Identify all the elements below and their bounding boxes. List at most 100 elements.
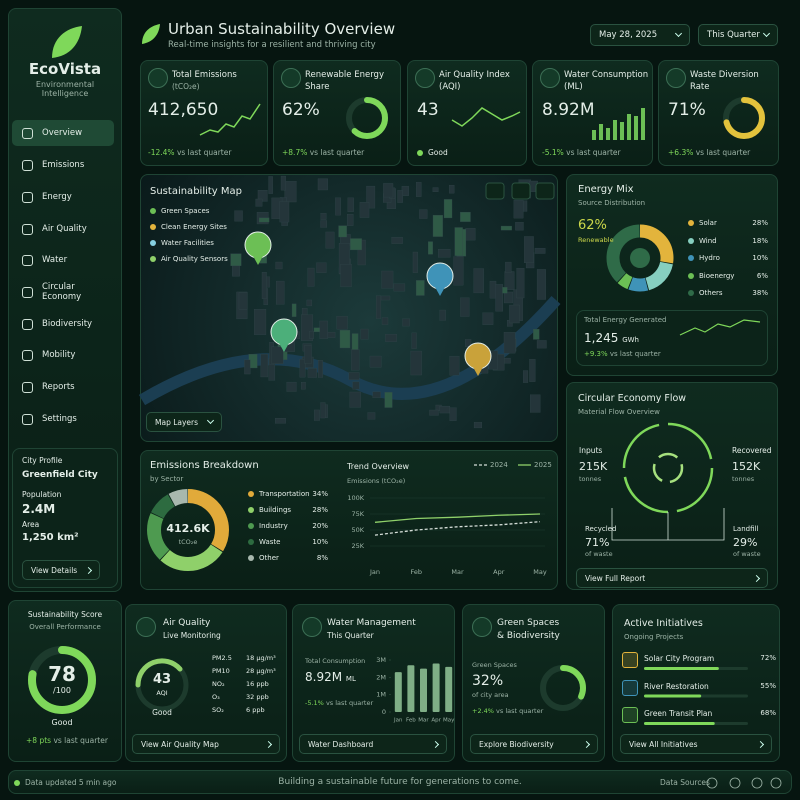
map-layers-button[interactable]: Map Layers [146,412,222,432]
value: 10 [312,538,322,546]
period-select[interactable]: This Quarter [698,24,778,46]
energy-legend-row: Solar 28% [688,219,768,227]
kpi-value: 412,650 [148,100,219,120]
note: vs last quarter [609,350,661,358]
legend-dot [248,555,254,561]
kpi-title: Waste Diversion [690,70,759,80]
emissions-subtitle: by Sector [150,475,184,483]
kpi-title: Total Emissions [172,70,237,80]
initiative-progress: 55% [746,682,776,690]
nav-item[interactable]: Energy [12,184,114,210]
initiatives-title: Active Initiatives [624,618,703,629]
sector-legend-row: Waste 10% [248,538,328,546]
source-name: Hydro [699,254,720,262]
green-change: +2.4% vs last quarter [472,707,543,715]
value: 6 [756,271,762,280]
kpi-value: 71% [668,100,706,120]
unit: % [761,271,768,280]
source-share: 18% [752,237,768,245]
button-label: View Full Report [585,573,646,583]
nav-label: Water [42,255,68,265]
green-label: Green Spaces [472,661,517,669]
recovered-unit: tonnes [732,475,755,483]
value: 28 [312,506,322,514]
date-picker[interactable]: May 28, 2025 [590,24,690,46]
kpi-value: 62% [282,100,320,120]
total-label: Total Energy Generated [584,316,667,324]
pollutant-value: 18 µg/m³ [246,654,276,662]
decor [302,617,322,637]
pollutant-name: SO₂ [212,706,224,714]
decor [666,68,686,88]
recycled: 71% [585,536,610,549]
score-status: Good [51,718,73,727]
legend-dot [688,237,694,244]
score-value: 78 [48,662,76,686]
nav-item[interactable]: Reports [12,374,114,400]
unit: % [321,522,328,530]
view-details-button[interactable]: View Details [22,560,100,580]
note: vs last quarter [325,699,374,707]
value: 34 [312,490,322,498]
nav-item[interactable]: Emissions [12,152,114,178]
nav-item[interactable]: Overview [12,120,114,146]
kpi-title: Water Consumption [564,70,649,80]
decor [22,127,33,139]
decor [150,256,156,262]
update-status: Data updated 5 min ago [14,778,117,787]
sector-legend-row: Other 8% [248,554,328,562]
decor [415,68,435,88]
decor [22,159,33,171]
note: vs last quarter [695,148,751,157]
map-legend-item: Green Spaces [150,207,209,215]
water-dashboard-button[interactable]: Water Dashboard [299,734,447,754]
energy-legend-row: Others 38% [688,289,768,297]
nav-item[interactable]: Water [12,247,114,273]
unit: GWh [622,336,639,344]
period: This Quarter [707,30,760,40]
unit: % [321,506,328,514]
legend-dot [688,272,694,279]
full-report-button[interactable]: View Full Report [576,568,768,588]
kpi-subtitle: (AQI) [439,82,461,92]
nav-label: Reports [42,382,75,392]
data-sources-link[interactable]: Data Sources [660,778,710,787]
button-label: Map Layers [155,417,199,427]
population-label: Population [22,490,62,499]
unit: % [761,254,768,262]
city-heading: City Profile [22,456,63,465]
decor [762,29,771,38]
unit: % [769,709,776,717]
nav-item[interactable]: Circular Economy [12,279,114,305]
nav-label: Circular Economy [42,282,82,302]
nav-item[interactable]: Air Quality [12,216,114,242]
biodiversity-button[interactable]: Explore Biodiversity [470,734,598,754]
map-title: Sustainability Map [150,186,242,197]
change: +6.3% [668,148,694,157]
status: Good [428,148,448,157]
note: vs last quarter [176,148,232,157]
initiative-name: River Restoration [644,681,709,691]
air-map-button[interactable]: View Air Quality Map [132,734,280,754]
pollutant-value: 28 µg/m³ [246,667,276,675]
nav-item[interactable]: Settings [12,406,114,432]
initiative-name: Green Transit Plan [644,709,713,718]
nav-label: Emissions [42,160,85,170]
air-title: Air Quality [163,618,211,628]
population: 2.4M [22,502,56,516]
energy-subtitle: Source Distribution [578,199,646,207]
all-initiatives-button[interactable]: View All Initiatives [620,734,772,754]
source-share: 38% [752,289,768,297]
aqi-status: Good [152,708,172,717]
score-change: +8 pts vs last quarter [26,736,108,745]
landfill: 29% [733,536,758,549]
source-name: Wind [699,236,717,245]
nav-item[interactable]: Mobility [12,342,114,368]
initiative-icon [622,679,638,696]
nav-item[interactable]: Biodiversity [12,311,114,337]
brand-name: EcoVista [28,60,102,78]
decor [136,617,156,637]
decor [540,68,560,88]
green-value: 32% [472,673,503,689]
map-legend-item: Clean Energy Sites [150,223,227,231]
